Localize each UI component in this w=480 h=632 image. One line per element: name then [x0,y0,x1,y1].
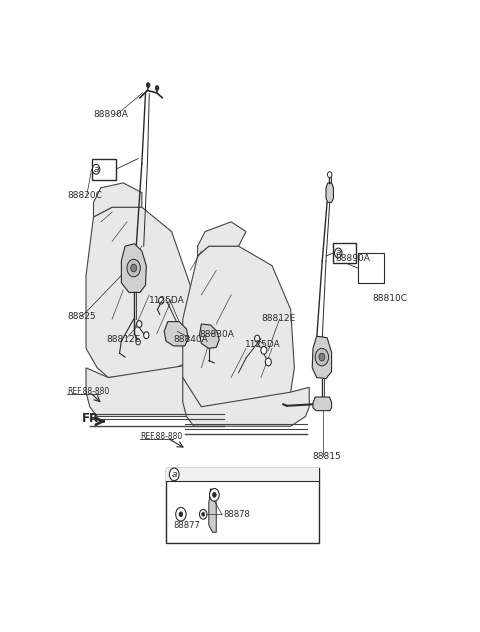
Text: a: a [171,470,177,479]
Circle shape [261,346,267,354]
Text: a: a [93,165,99,174]
Text: 88812E: 88812E [261,313,295,323]
Bar [334,243,357,263]
Polygon shape [121,244,146,293]
Circle shape [136,339,140,345]
Circle shape [179,512,183,517]
Polygon shape [183,246,294,407]
Polygon shape [164,322,188,346]
Circle shape [158,297,164,304]
Circle shape [200,509,207,519]
Polygon shape [86,363,224,416]
Circle shape [319,353,325,361]
Circle shape [335,248,342,258]
Circle shape [327,172,332,178]
Text: 88840A: 88840A [173,335,208,344]
Text: 88877: 88877 [173,521,200,530]
Polygon shape [94,183,142,217]
Text: 88890A: 88890A [335,254,370,263]
Text: 88878: 88878 [224,510,251,519]
Bar [166,468,319,543]
Circle shape [176,507,186,521]
Text: FR.: FR. [83,413,104,425]
Polygon shape [209,489,216,532]
Circle shape [315,348,329,366]
Polygon shape [200,324,219,348]
Text: REF.88-880: REF.88-880 [140,432,182,441]
Circle shape [169,468,179,481]
Bar [92,159,116,181]
Text: 88890A: 88890A [94,110,128,119]
Circle shape [265,358,271,366]
Text: 88810C: 88810C [372,294,408,303]
Text: a: a [336,248,341,257]
Circle shape [137,320,142,327]
Polygon shape [312,336,332,379]
Circle shape [146,83,150,87]
Text: REF.88-880: REF.88-880 [67,387,110,396]
Text: 88830A: 88830A [200,331,234,339]
Circle shape [127,259,140,277]
Text: 88815: 88815 [312,452,341,461]
Text: 88825: 88825 [67,312,96,321]
Circle shape [213,492,216,497]
Bar [358,253,384,283]
Circle shape [202,513,204,516]
Circle shape [144,332,149,339]
Circle shape [155,85,159,90]
Text: 88820C: 88820C [67,191,102,200]
Circle shape [254,335,260,342]
Polygon shape [183,377,309,426]
Circle shape [210,489,219,501]
Polygon shape [326,183,334,202]
Circle shape [131,264,137,272]
Text: 88812E: 88812E [107,335,141,344]
Text: 1125DA: 1125DA [245,340,281,349]
Circle shape [92,164,100,174]
Polygon shape [313,397,332,411]
Polygon shape [198,222,246,256]
Polygon shape [86,207,194,377]
Text: 1125DA: 1125DA [149,296,185,305]
Bar [166,468,319,481]
